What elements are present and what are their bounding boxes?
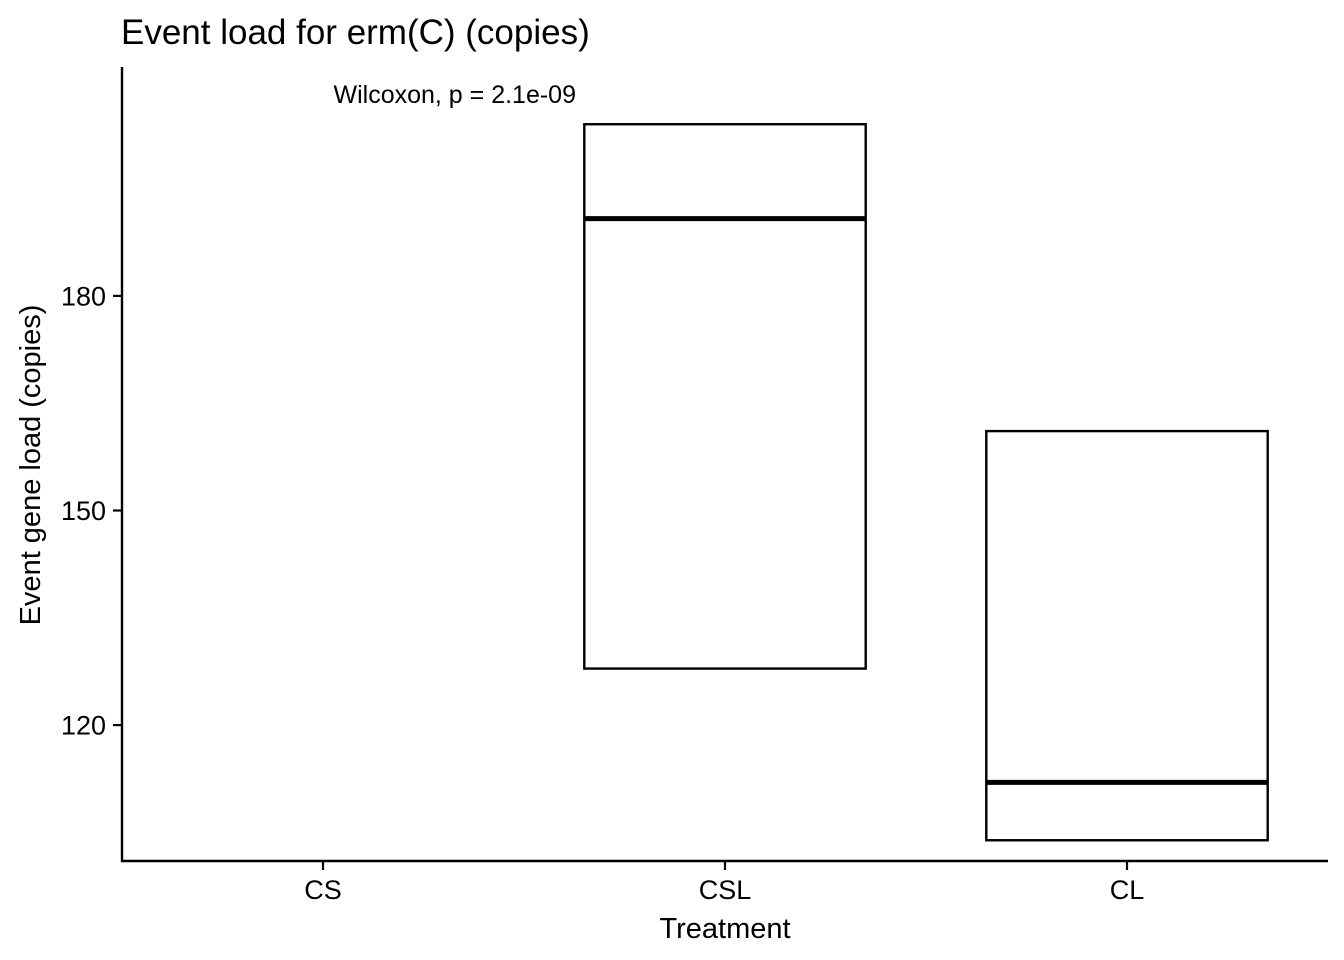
y-ticks: 120 150 180 — [61, 281, 122, 741]
y-tick-label: 150 — [61, 496, 106, 526]
x-ticks: CS CSL CL — [304, 861, 1144, 905]
y-axis-title: Event gene load (copies) — [15, 305, 47, 626]
box-csl — [583, 123, 867, 670]
x-tick-label: CS — [304, 875, 342, 905]
x-tick-label: CL — [1110, 875, 1145, 905]
x-tick-label: CSL — [699, 875, 752, 905]
x-axis-title: Treatment — [659, 913, 790, 945]
y-tick-label: 180 — [61, 281, 106, 311]
chart-title: Event load for erm(C) (copies) — [121, 13, 590, 52]
box-cl — [985, 429, 1269, 842]
y-tick-label: 120 — [61, 711, 106, 741]
stat-annotation: Wilcoxon, p = 2.1e-09 — [334, 81, 577, 109]
boxes-layer — [583, 123, 1269, 842]
